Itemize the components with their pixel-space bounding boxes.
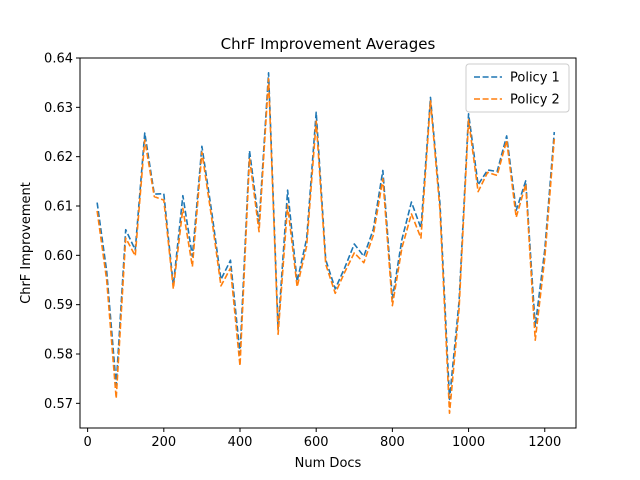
x-tick-label: 200	[151, 435, 176, 450]
y-tick-label: 0.64	[44, 52, 73, 67]
series-line-1	[96, 72, 556, 401]
x-tick-label: 800	[380, 435, 405, 450]
legend-box	[465, 63, 570, 113]
legend-label-1: Policy 1	[510, 71, 560, 86]
y-tick-label: 0.63	[44, 101, 73, 116]
plot-frame	[79, 57, 577, 429]
y-tick-label: 0.57	[44, 397, 73, 412]
chart-title: ChrF Improvement Averages	[221, 35, 436, 53]
y-tick-label: 0.61	[44, 200, 73, 215]
y-tick-label: 0.58	[44, 348, 73, 363]
x-axis-label: Num Docs	[295, 456, 362, 471]
y-tick-label: 0.62	[44, 150, 73, 165]
legend: Policy 1 Policy 2	[465, 63, 570, 113]
x-tick-label: 0	[83, 435, 91, 450]
x-tick-label: 600	[304, 435, 329, 450]
legend-label-2: Policy 2	[510, 93, 560, 108]
x-tick-label: 1000	[452, 435, 485, 450]
series-line-2	[96, 77, 556, 415]
x-tick-label: 400	[228, 435, 253, 450]
y-tick-label: 0.59	[44, 298, 73, 313]
x-tick-label: 1200	[528, 435, 561, 450]
plot-area: 0 200 400 600 800 1000 1200 0.57 0.58 0.59 0.60 0.6…	[44, 52, 577, 450]
y-axis-label: ChrF Improvement	[19, 182, 34, 304]
y-tick-label: 0.60	[44, 249, 73, 264]
